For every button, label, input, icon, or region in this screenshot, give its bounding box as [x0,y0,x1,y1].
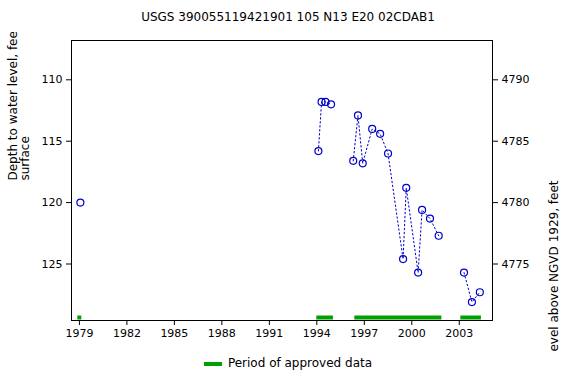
svg-text:115: 115 [42,135,63,148]
svg-text:4775: 4775 [502,258,530,271]
svg-text:4780: 4780 [502,196,530,209]
svg-text:2003: 2003 [445,327,473,340]
svg-text:1988: 1988 [208,327,236,340]
svg-text:Depth to water level, feet bel: Depth to water level, feet below landsur… [6,32,32,181]
svg-text:4785: 4785 [502,135,530,148]
svg-text:1982: 1982 [113,327,141,340]
svg-text:110: 110 [42,73,63,86]
svg-text:1997: 1997 [350,327,378,340]
svg-text:1979: 1979 [65,327,93,340]
svg-text:120: 120 [42,196,63,209]
svg-text:1985: 1985 [160,327,188,340]
svg-text:2000: 2000 [398,327,426,340]
svg-text:Groundwater level above NGVD 1: Groundwater level above NGVD 1929, feet [547,180,561,352]
svg-text:1994: 1994 [303,327,331,340]
svg-text:4790: 4790 [502,73,530,86]
html-text:Period of approved data: Period of approved data [227,356,373,370]
html-text:USGS 390055119421901 105 N13 E: USGS 390055119421901 105 N13 E20 02CDAB1 [141,10,435,24]
svg-text:125: 125 [42,258,63,271]
svg-text:1991: 1991 [255,327,283,340]
